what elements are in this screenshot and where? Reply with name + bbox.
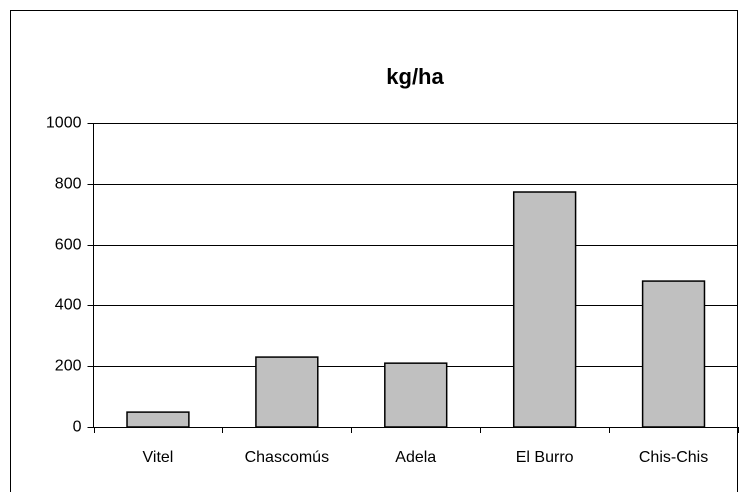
bar (255, 356, 319, 428)
bar (384, 362, 448, 428)
x-tick-label: Chascomús (245, 449, 329, 466)
y-tick-label: 400 (55, 297, 82, 314)
chart-title: kg/ha (386, 64, 444, 89)
x-tick-label: Chis-Chis (639, 449, 708, 466)
bar (641, 280, 706, 428)
y-tick-label: 1000 (46, 115, 82, 132)
chart-frame (10, 10, 738, 492)
y-tick-label: 800 (55, 176, 82, 193)
y-tick-label: 200 (55, 358, 82, 375)
x-tick-label: El Burro (516, 449, 574, 466)
x-tick-label: Adela (395, 449, 436, 466)
bar (126, 411, 190, 428)
bar (512, 191, 577, 428)
y-tick-label: 600 (55, 237, 82, 254)
y-tick-label: 0 (73, 419, 82, 436)
x-tick-label: Vitel (143, 449, 174, 466)
